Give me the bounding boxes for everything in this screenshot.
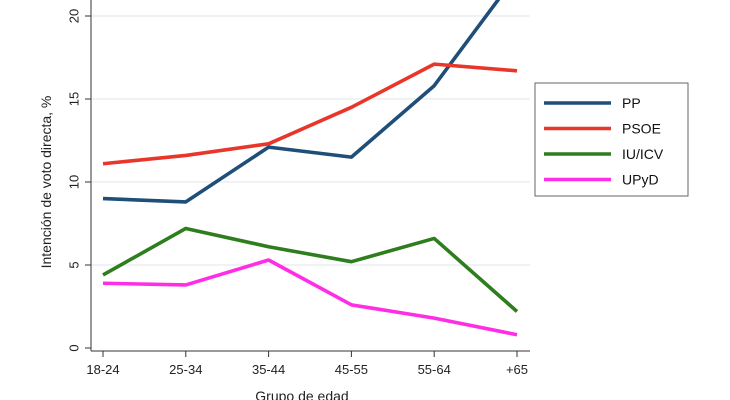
y-tick-label: 20 — [67, 9, 82, 23]
x-tick-label: 35-44 — [252, 362, 285, 377]
axes: 0 5 10 15 20 18-24 25-34 35-44 45-55 55-64 +65 — [67, 0, 530, 377]
x-tick-label: 45-55 — [335, 362, 368, 377]
series-lines — [102, 0, 519, 337]
x-tick-label: 18-24 — [86, 362, 119, 377]
legend-label-pp: PP — [622, 95, 641, 111]
x-tick-label: 25-34 — [169, 362, 202, 377]
series-line-upyd — [102, 258, 518, 337]
series-line-psoe — [102, 62, 518, 166]
legend-label-upyd: UPyD — [622, 172, 659, 188]
y-tick-label: 10 — [67, 175, 82, 189]
x-tick-label: 55-64 — [418, 362, 451, 377]
y-tick-label: 15 — [67, 92, 82, 106]
x-tick-label: +65 — [506, 362, 528, 377]
y-axis-title: Intención de voto directa, % — [38, 96, 54, 269]
y-tick-label: 5 — [67, 261, 82, 268]
series-line-iu-icv — [102, 226, 519, 313]
x-axis-title: Grupo de edad — [255, 388, 348, 400]
y-tick-label: 0 — [67, 344, 82, 351]
series-line-pp — [102, 0, 501, 204]
legend-label-iu-icv: IU/ICV — [622, 146, 664, 162]
gridlines — [91, 15, 530, 266]
legend-label-psoe: PSOE — [622, 121, 661, 137]
legend: PP PSOE IU/ICV UPyD — [534, 82, 689, 197]
